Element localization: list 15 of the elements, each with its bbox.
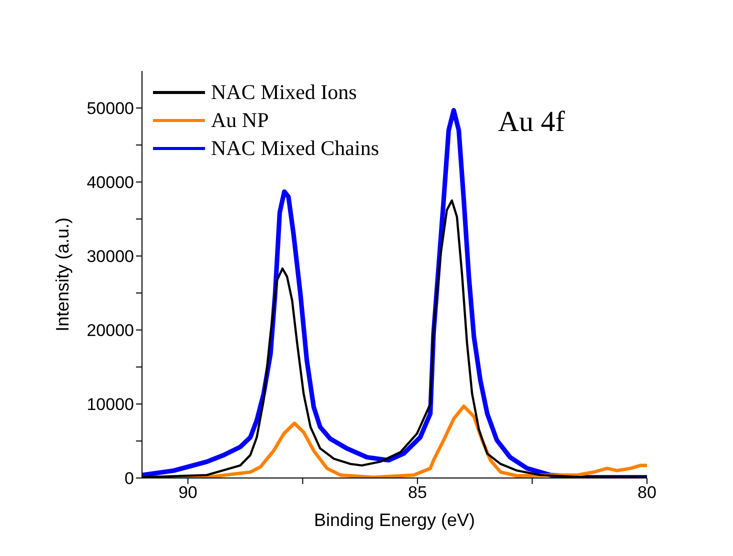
annotation: Au 4f (498, 106, 565, 139)
y-tick-label: 0 (124, 469, 134, 488)
y-tick-label: 10000 (86, 395, 134, 414)
legend-label: NAC Mixed Chains (211, 135, 379, 162)
y-tick-label: 20000 (86, 321, 134, 340)
y-tick-label: 40000 (86, 173, 134, 192)
y-axis-title: Intensity (a.u.) (52, 217, 72, 332)
legend-label: Au NP (211, 107, 269, 134)
y-tick-label: 30000 (86, 247, 134, 266)
legend-label: NAC Mixed Ions (211, 79, 357, 106)
x-tick-label: 90 (178, 483, 198, 502)
x-axis-title: Binding Energy (eV) (314, 510, 476, 530)
x-tick-label: 85 (408, 483, 427, 502)
y-tick-label: 50000 (86, 99, 134, 118)
x-tick-label: 80 (638, 483, 656, 502)
